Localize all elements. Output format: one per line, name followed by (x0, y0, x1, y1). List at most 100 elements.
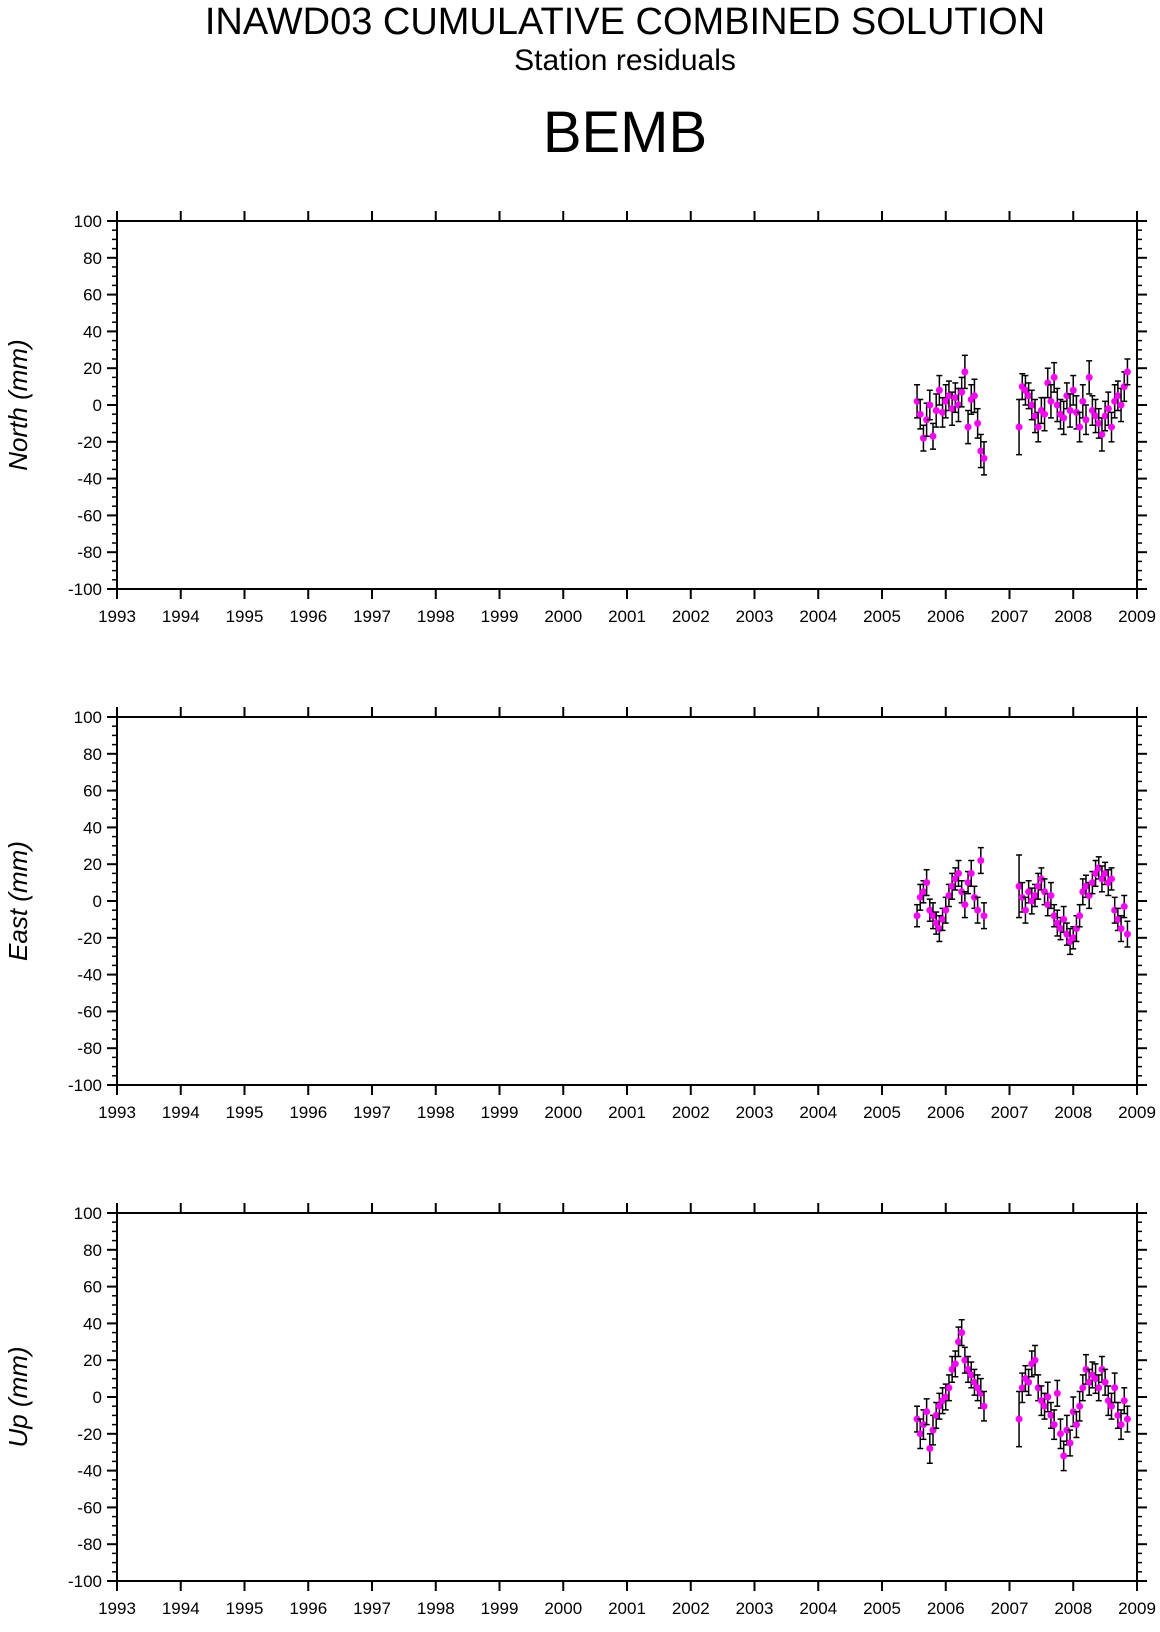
x-tick-label: 2008 (1054, 1599, 1092, 1618)
data-marker (932, 919, 940, 927)
data-point (916, 398, 924, 430)
data-marker (939, 408, 947, 416)
data-marker (1104, 405, 1112, 413)
data-marker (974, 1384, 982, 1392)
data-point (1050, 361, 1058, 393)
data-point (932, 911, 940, 935)
data-marker (1076, 912, 1084, 920)
data-point (913, 1405, 921, 1433)
data-point (916, 883, 924, 911)
data-marker (980, 454, 988, 462)
data-point (926, 898, 934, 922)
y-tick-label: -80 (77, 1039, 102, 1058)
data-point (970, 1368, 978, 1396)
x-tick-label: 2006 (927, 607, 965, 626)
data-marker (961, 368, 969, 376)
y-tick-label: -40 (77, 470, 102, 489)
data-marker (935, 1402, 943, 1410)
north-residuals-chart: 1993 1994 1995 1996 1997 1998 1999 2000 2001 2002… (3, 211, 1156, 626)
data-marker (1092, 869, 1100, 877)
data-point (1072, 395, 1080, 430)
x-tick-label: 1994 (162, 1599, 200, 1618)
data-marker (958, 1329, 966, 1337)
data-point (1057, 916, 1064, 941)
data-point (1082, 404, 1090, 436)
x-tick-label: 2003 (736, 1103, 774, 1122)
data-point (1066, 393, 1074, 428)
data-point (955, 859, 962, 888)
data-marker (1108, 423, 1115, 431)
data-marker (1117, 1421, 1125, 1429)
data-marker (929, 912, 937, 920)
data-point (1044, 892, 1052, 917)
x-tick-label: 1996 (289, 1103, 327, 1122)
y-tick-label: 100 (74, 1204, 102, 1223)
data-marker (1088, 407, 1096, 415)
data-point (923, 1398, 931, 1426)
data-point (951, 1350, 959, 1378)
y-tick-label: 60 (83, 782, 102, 801)
data-point (919, 1409, 927, 1441)
x-tick-label: 2002 (672, 1103, 710, 1122)
data-marker (1034, 882, 1042, 890)
data-point (1060, 400, 1068, 436)
data-marker (916, 893, 924, 901)
data-marker (1079, 1384, 1087, 1392)
x-tick-label: 2005 (863, 1103, 901, 1122)
x-tick-label: 1998 (417, 1103, 455, 1122)
data-point (1069, 374, 1077, 406)
data-marker (955, 869, 962, 877)
data-marker (1037, 1397, 1045, 1405)
data-point (929, 902, 937, 930)
data-marker (1050, 373, 1058, 381)
x-tick-label: 1993 (98, 1599, 136, 1618)
data-marker (1025, 1378, 1033, 1386)
data-point (926, 1433, 934, 1464)
data-point (942, 896, 950, 924)
x-tick-label: 2008 (1054, 607, 1092, 626)
data-point (1021, 374, 1029, 406)
data-marker (1060, 915, 1068, 923)
data-point (955, 1326, 962, 1358)
data-marker (929, 432, 937, 440)
data-marker (977, 447, 985, 455)
x-tick-label: 1995 (226, 1103, 264, 1122)
data-point (951, 867, 959, 891)
x-tick-label: 1995 (226, 1599, 264, 1618)
data-marker (1053, 919, 1061, 927)
data-point (1015, 1390, 1023, 1448)
data-point (1120, 894, 1128, 919)
y-tick-label: 60 (83, 1278, 102, 1297)
y-tick-label: -80 (77, 543, 102, 562)
data-point (970, 885, 978, 910)
y-tick-label: 20 (83, 1351, 102, 1370)
data-point (1072, 1410, 1080, 1439)
data-point (1108, 1392, 1115, 1420)
x-tick-label: 2005 (863, 607, 901, 626)
data-marker (1076, 1402, 1084, 1410)
x-tick-label: 1998 (417, 1599, 455, 1618)
data-marker (919, 888, 927, 896)
data-point (1053, 1379, 1061, 1407)
data-marker (1072, 408, 1080, 416)
data-point (1117, 1409, 1125, 1441)
data-point (1098, 1355, 1106, 1384)
data-marker (967, 869, 975, 877)
data-marker (1069, 934, 1077, 942)
data-point (977, 433, 985, 469)
data-point (1114, 907, 1122, 932)
y-tick-label: -100 (68, 1572, 102, 1591)
data-point (916, 1418, 924, 1450)
data-point (1021, 1364, 1029, 1393)
data-point (945, 883, 953, 908)
data-marker (970, 392, 978, 400)
data-marker (1044, 901, 1052, 909)
data-marker (939, 915, 947, 923)
data-marker (1041, 410, 1049, 418)
data-point (1079, 878, 1087, 906)
data-point (1104, 1385, 1112, 1417)
north-axis-label: North (mm) (3, 339, 33, 470)
data-marker (1047, 1411, 1055, 1419)
data-marker (951, 1360, 959, 1368)
data-point (1037, 1385, 1045, 1417)
